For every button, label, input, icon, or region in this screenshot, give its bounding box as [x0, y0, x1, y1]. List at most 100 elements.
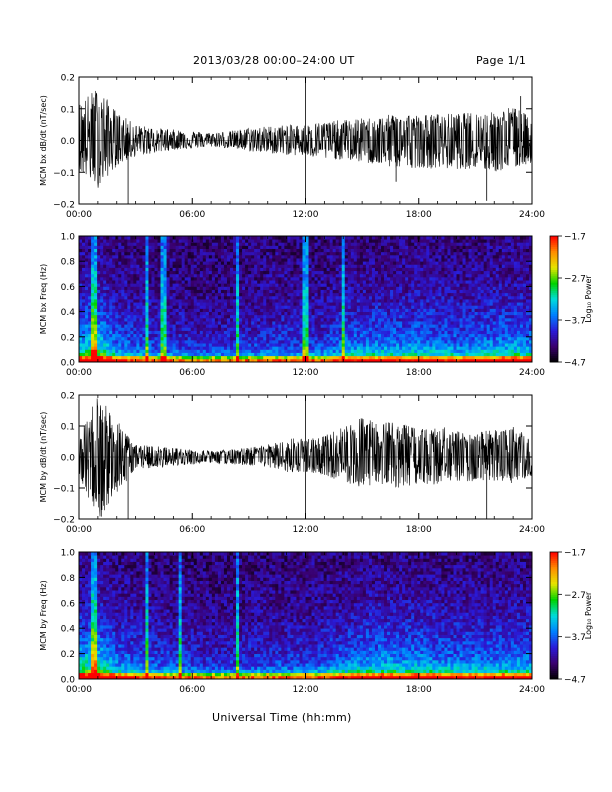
heatmap-cell [193, 327, 198, 331]
heatmap-cell [124, 248, 128, 253]
heatmap-cell [411, 273, 415, 278]
heatmap-cell [305, 289, 309, 294]
heatmap-cell [145, 292, 149, 297]
heatmap-cell [441, 248, 445, 253]
heatmap-cell [381, 273, 385, 278]
heatmap-cell [350, 305, 355, 309]
heatmap-cell [420, 236, 424, 240]
heatmap-cell [317, 276, 321, 281]
heatmap-cell [97, 276, 101, 281]
heatmap-cell [226, 339, 231, 344]
heatmap-cell [121, 280, 125, 284]
heatmap-cell [290, 343, 294, 347]
heatmap-cell [130, 292, 134, 297]
heatmap-cell [429, 327, 433, 331]
heatmap-cell [217, 273, 222, 278]
heatmap-cell [187, 276, 192, 281]
heatmap-cell [344, 343, 349, 347]
heatmap-cell [163, 242, 167, 246]
heatmap-cell [97, 286, 101, 290]
heatmap-cell [429, 339, 433, 344]
heatmap-cell [233, 330, 237, 335]
heatmap-cell [432, 236, 436, 240]
heatmap-cell [275, 333, 279, 338]
heatmap-cell [266, 245, 270, 249]
heatmap-cell [435, 251, 439, 256]
heatmap-cell [399, 314, 403, 319]
heatmap-cell [447, 358, 451, 363]
heatmap-cell [423, 267, 427, 272]
heatmap-cell [220, 248, 225, 253]
heatmap-cell [230, 245, 234, 249]
heatmap-cell [184, 267, 189, 272]
heatmap-cell [335, 280, 340, 284]
heatmap-cell [242, 343, 246, 347]
heatmap-cell [408, 239, 412, 243]
heatmap-cell [196, 349, 201, 353]
heatmap-cell [154, 305, 158, 309]
heatmap-cell [290, 248, 294, 253]
heatmap-cell [284, 324, 288, 328]
heatmap-cell [160, 299, 164, 303]
heatmap-cell [223, 286, 228, 290]
heatmap-cell [124, 270, 128, 275]
heatmap-cell [269, 248, 273, 253]
heatmap-cell [106, 286, 110, 290]
heatmap-cell [399, 276, 403, 281]
heatmap-cell [109, 236, 113, 240]
heatmap-cell [251, 321, 255, 325]
heatmap-cell [284, 343, 288, 347]
heatmap-cell [257, 317, 261, 322]
heatmap-cell [88, 261, 92, 265]
heatmap-cell [260, 299, 264, 303]
heatmap-cell [332, 299, 337, 303]
heatmap-cell [393, 295, 397, 300]
heatmap-cell [190, 258, 195, 262]
heatmap-cell [299, 242, 303, 246]
heatmap-cell [88, 358, 92, 363]
heatmap-cell [359, 336, 364, 341]
heatmap-cell [79, 305, 83, 309]
heatmap-cell [287, 261, 291, 265]
heatmap-cell [223, 302, 228, 306]
heatmap-cell [202, 292, 207, 297]
heatmap-cell [178, 280, 183, 284]
heatmap-cell [211, 321, 216, 325]
heatmap-cell [335, 339, 340, 344]
heatmap-cell [405, 248, 409, 253]
heatmap-cell [326, 251, 331, 256]
heatmap-cell [91, 308, 95, 312]
heatmap-cell [142, 251, 146, 256]
heatmap-cell [157, 242, 161, 246]
heatmap-cell [214, 261, 219, 265]
heatmap-cell [284, 352, 288, 357]
heatmap-cell [94, 355, 98, 360]
heatmap-cell [311, 321, 315, 325]
heatmap-cell [284, 248, 288, 253]
heatmap-cell [121, 317, 125, 322]
heatmap-cell [157, 314, 161, 319]
heatmap-cell [214, 311, 219, 316]
heatmap-cell [205, 330, 210, 335]
heatmap-cell [402, 324, 406, 328]
heatmap-cell [353, 251, 358, 256]
heatmap-cell [314, 336, 318, 341]
heatmap-cell [308, 283, 312, 287]
heatmap-cell [245, 280, 249, 284]
heatmap-cell [381, 242, 385, 246]
heatmap-cell [350, 286, 355, 290]
heatmap-cell [157, 349, 161, 353]
heatmap-cell [217, 311, 222, 316]
heatmap-cell [181, 236, 186, 240]
heatmap-cell [335, 305, 340, 309]
heatmap-cell [275, 251, 279, 256]
heatmap-cell [275, 289, 279, 294]
heatmap-cell [444, 324, 448, 328]
heatmap-cell [396, 280, 400, 284]
heatmap-cell [163, 276, 167, 281]
heatmap-cell [329, 283, 334, 287]
heatmap-cell [281, 349, 285, 353]
heatmap-cell [136, 302, 140, 306]
heatmap-cell [299, 295, 303, 300]
heatmap-cell [214, 349, 219, 353]
